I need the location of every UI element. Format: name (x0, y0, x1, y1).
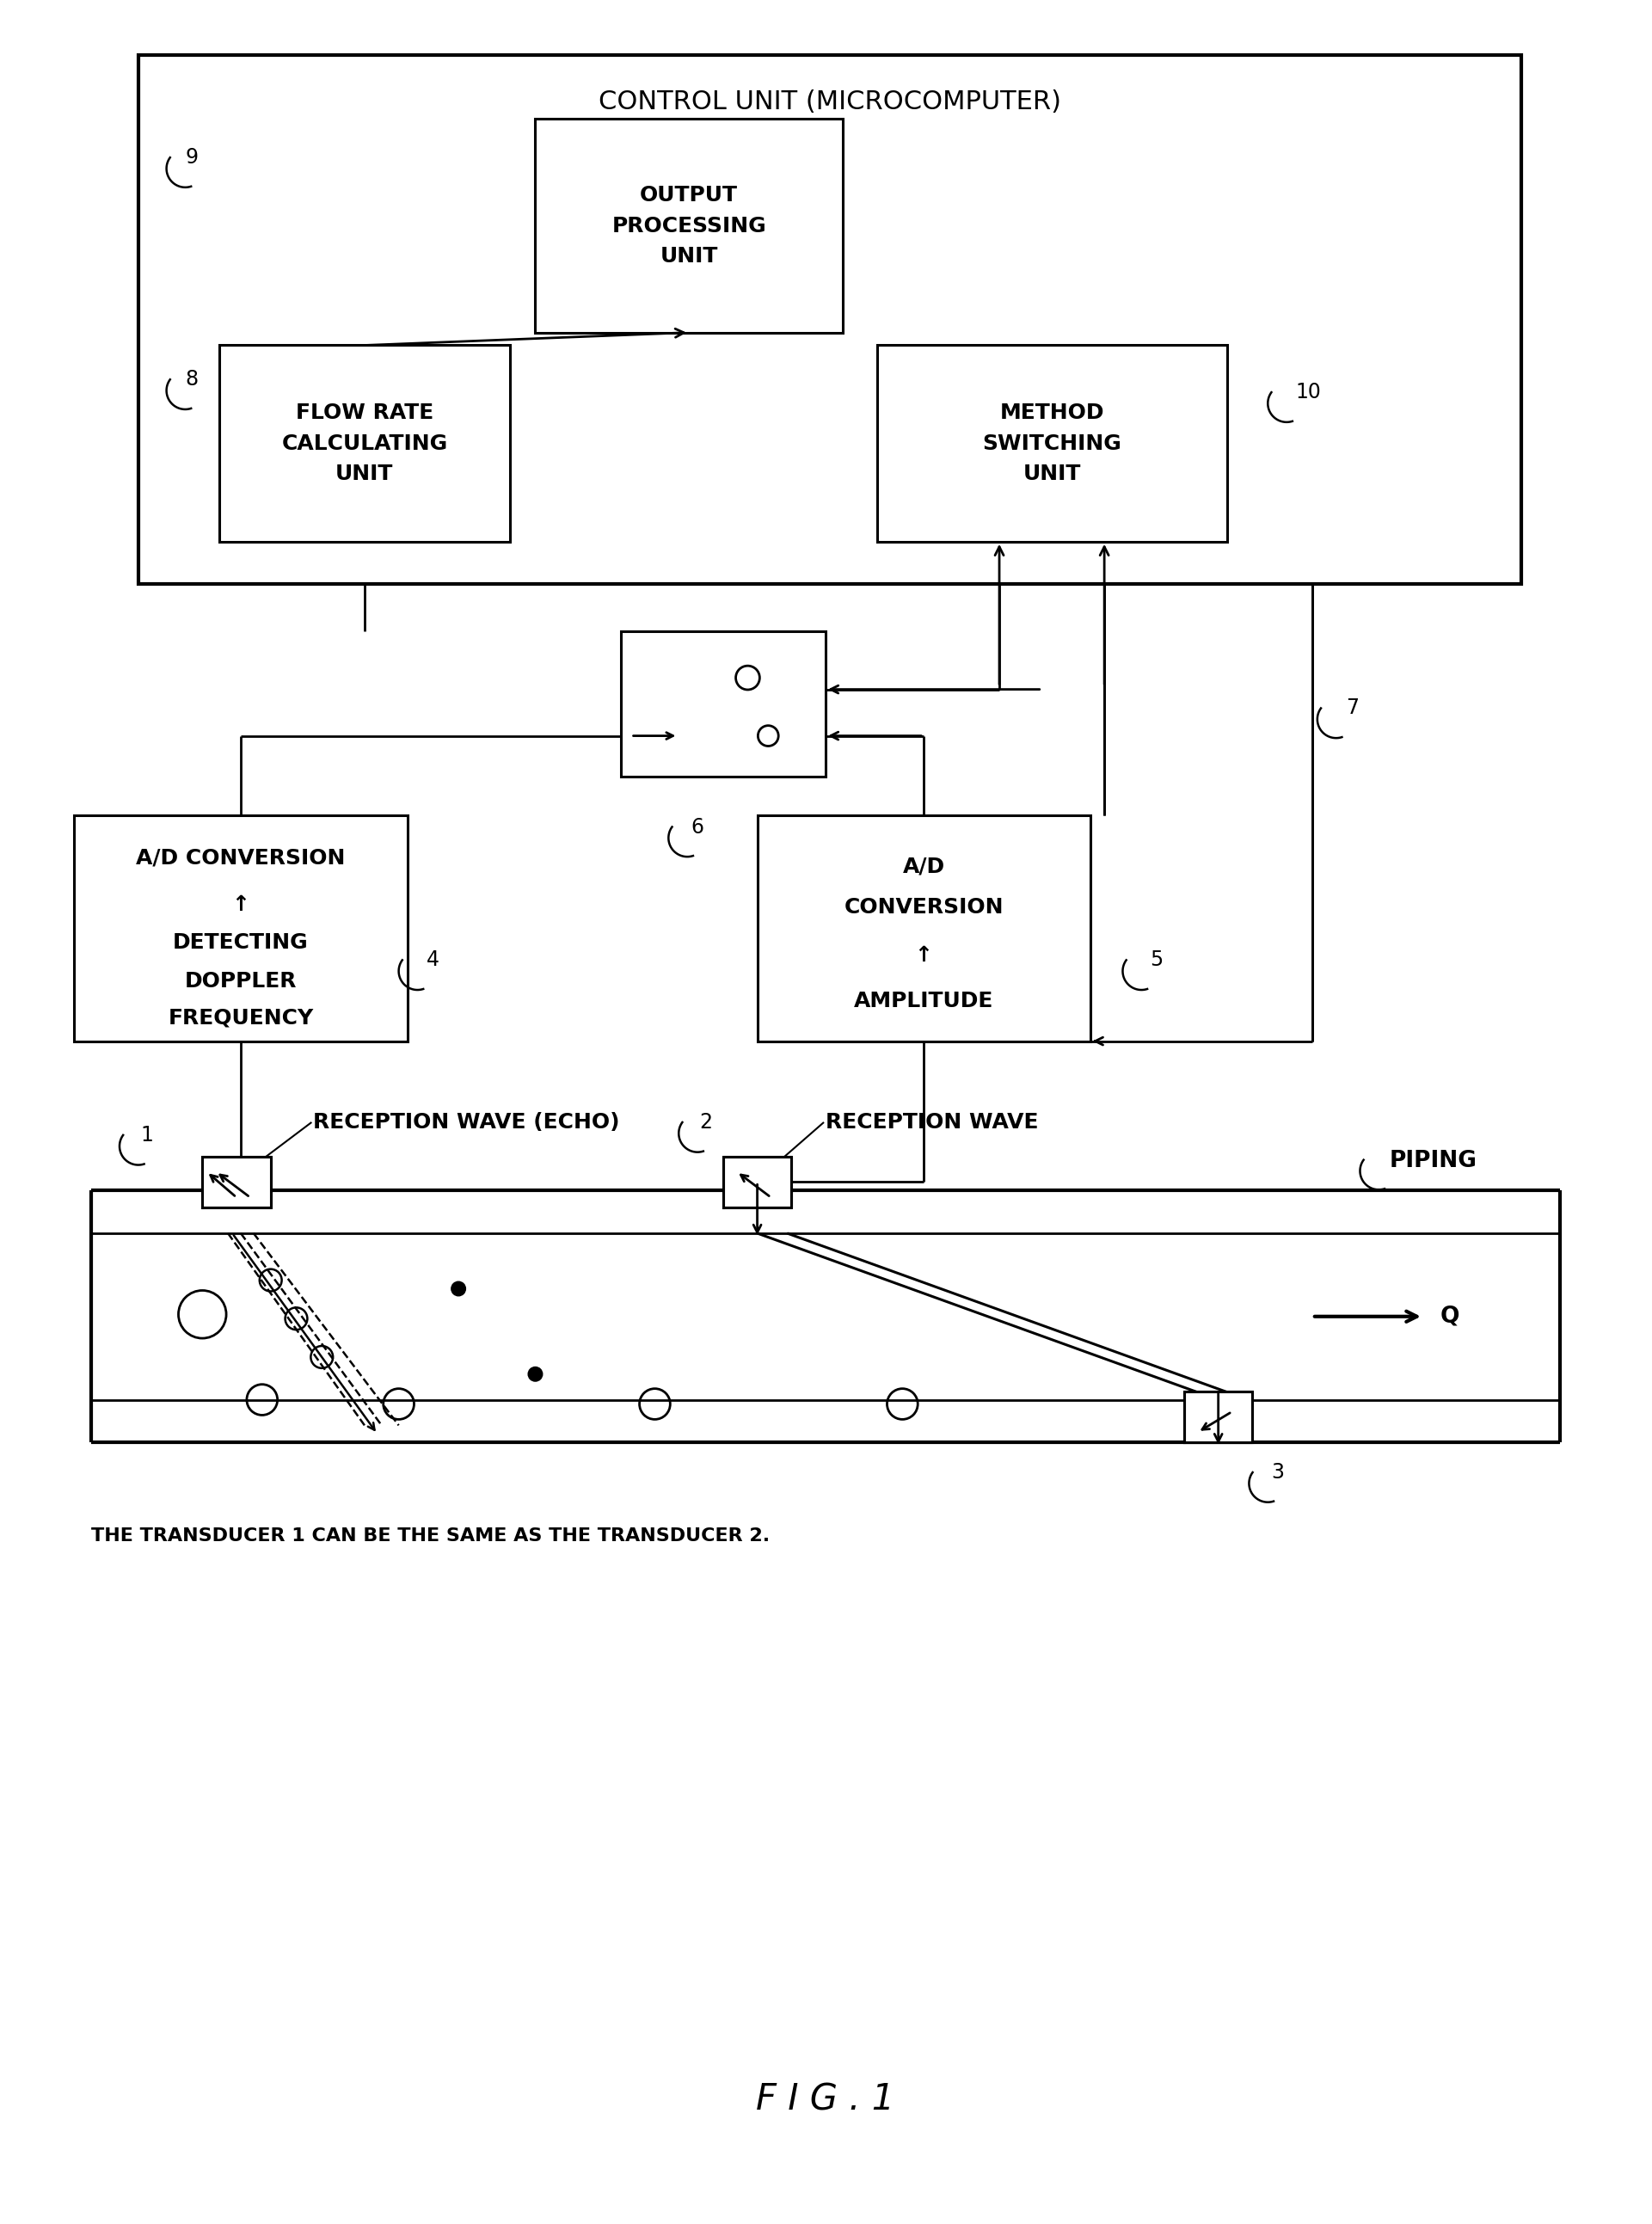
Bar (757, 814, 1090, 1041)
Circle shape (451, 1281, 466, 1297)
Text: 9: 9 (185, 147, 198, 167)
Text: Q: Q (1441, 1305, 1460, 1328)
Text: 4: 4 (426, 950, 439, 970)
Text: CONTROL UNIT (MICROCOMPUTER): CONTROL UNIT (MICROCOMPUTER) (598, 89, 1061, 113)
Text: 10: 10 (1295, 383, 1322, 403)
Text: METHOD
SWITCHING
UNIT: METHOD SWITCHING UNIT (983, 403, 1122, 485)
Text: RECEPTION WAVE: RECEPTION WAVE (826, 1112, 1039, 1132)
Text: FLOW RATE
CALCULATING
UNIT: FLOW RATE CALCULATING UNIT (281, 403, 448, 485)
Polygon shape (724, 1156, 791, 1208)
Text: 5: 5 (1150, 950, 1163, 970)
Polygon shape (202, 1156, 271, 1208)
Text: 6: 6 (691, 818, 704, 838)
Text: 3: 3 (1272, 1461, 1285, 1483)
Text: ↑: ↑ (231, 894, 249, 914)
Text: 7: 7 (1346, 698, 1360, 718)
Text: RECEPTION WAVE (ECHO): RECEPTION WAVE (ECHO) (314, 1112, 620, 1132)
Text: PIPING: PIPING (1389, 1150, 1477, 1172)
Text: A/D CONVERSION: A/D CONVERSION (135, 847, 345, 867)
Text: OUTPUT
PROCESSING
UNIT: OUTPUT PROCESSING UNIT (611, 185, 767, 267)
Text: THE TRANSDUCER 1 CAN BE THE SAME AS THE TRANSDUCER 2.: THE TRANSDUCER 1 CAN BE THE SAME AS THE … (91, 1528, 770, 1546)
Text: 1: 1 (140, 1125, 154, 1145)
Bar (621, 632, 826, 776)
Polygon shape (1184, 1392, 1252, 1443)
Circle shape (529, 1368, 542, 1381)
Text: 8: 8 (185, 369, 198, 389)
Text: F I G . 1: F I G . 1 (757, 2082, 895, 2117)
Text: 2: 2 (699, 1112, 712, 1132)
Text: ↑: ↑ (915, 945, 933, 965)
Bar (139, 56, 1521, 585)
Bar (74, 814, 408, 1041)
Text: FREQUENCY: FREQUENCY (169, 1007, 314, 1027)
Text: DOPPLER: DOPPLER (185, 972, 297, 992)
Text: CONVERSION: CONVERSION (844, 896, 1003, 919)
Bar (535, 120, 843, 331)
Text: A/D: A/D (902, 856, 945, 876)
Text: DETECTING: DETECTING (173, 932, 309, 954)
Bar (877, 345, 1227, 543)
Bar (220, 345, 510, 543)
Text: AMPLITUDE: AMPLITUDE (854, 990, 993, 1012)
